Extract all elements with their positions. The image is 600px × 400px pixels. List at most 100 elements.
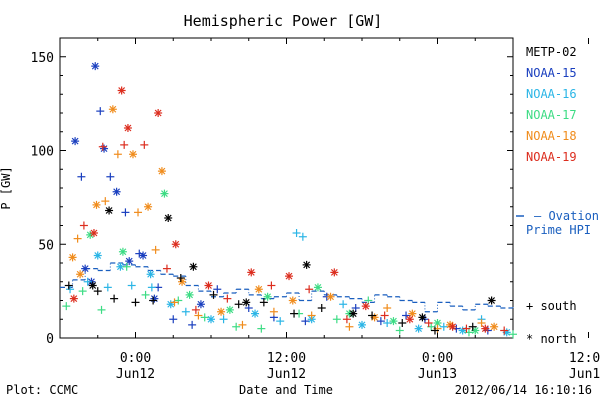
legend-north: * north: [526, 332, 577, 346]
x-tick-label-date: Jun13: [569, 367, 600, 382]
south-point: [188, 320, 197, 329]
south-point: [77, 172, 86, 181]
south-point: [376, 317, 385, 326]
north-point: [349, 309, 358, 318]
north-point: [118, 247, 127, 256]
south-point: [149, 296, 158, 305]
north-point: [302, 260, 311, 269]
north-point: [487, 296, 496, 305]
south-point: [307, 311, 316, 320]
south-point: [120, 140, 129, 149]
north-point: [178, 277, 187, 286]
legend-satellite-entry: NOAA-18: [526, 129, 577, 143]
south-point: [122, 262, 131, 271]
south-point: [259, 298, 268, 307]
north-point: [76, 270, 85, 279]
north-point: [481, 324, 490, 333]
north-point: [196, 300, 205, 309]
south-point: [257, 324, 266, 333]
north-point: [139, 251, 148, 260]
north-point: [361, 302, 370, 311]
y-tick-label: 150: [31, 51, 54, 66]
x-tick-label-time: 12:00: [267, 351, 306, 366]
y-axis: 0 50 100 150: [31, 51, 513, 347]
north-point: [108, 105, 117, 114]
south-point: [430, 326, 439, 335]
north-point: [81, 264, 90, 273]
x-axis-label: Date and Time: [239, 383, 333, 397]
legend-satellites: METP-02 NOAA-15 NOAA-16 NOAA-17 NOAA-18 NOAA-…: [526, 45, 577, 164]
north-point: [93, 251, 102, 260]
south-point: [93, 287, 102, 296]
legend-ovation-line1: – Ovation: [534, 209, 599, 223]
north-point: [146, 270, 155, 279]
north-point: [251, 309, 260, 318]
x-tick-label-date: Jun12: [267, 367, 306, 382]
y-tick-label: 50: [38, 238, 54, 253]
south-point: [169, 315, 178, 324]
south-point: [292, 229, 301, 237]
south-point: [135, 249, 144, 258]
north-point: [91, 62, 100, 71]
south-point: [234, 300, 243, 309]
south-point: [110, 294, 119, 303]
south-point: [276, 317, 285, 326]
south-point: [113, 150, 122, 159]
south-point: [398, 319, 407, 327]
south-point: [79, 221, 88, 230]
south-point: [121, 208, 130, 217]
north-point: [225, 305, 234, 314]
south-point: [98, 142, 107, 151]
south-point: [97, 305, 106, 314]
north-point: [185, 290, 194, 299]
north-point: [313, 283, 322, 292]
north-point: [160, 189, 169, 198]
x-tick-label-time: 0:00: [120, 351, 151, 366]
south-point: [368, 311, 377, 320]
south-point: [267, 281, 276, 290]
south-point: [170, 298, 179, 307]
north-point: [150, 294, 159, 303]
north-point: [125, 257, 134, 266]
north-point: [71, 137, 80, 146]
north-point: [490, 322, 499, 331]
south-point: [134, 208, 143, 217]
south-point: [64, 281, 73, 290]
north-point: [128, 150, 137, 159]
north-point: [164, 214, 173, 222]
north-point: [242, 298, 251, 307]
footer-timestamp: 2012/06/14 16:10:16: [455, 383, 592, 397]
north-point: [414, 324, 423, 333]
chart-title: Hemispheric Power [GW]: [184, 12, 383, 30]
south-point: [298, 232, 307, 241]
north-point: [166, 300, 175, 309]
north-point: [171, 240, 180, 249]
north-point: [326, 292, 335, 301]
south-point: [317, 304, 326, 312]
south-point: [73, 234, 82, 243]
north-point: [358, 320, 366, 329]
north-point: [89, 229, 98, 237]
north-point: [288, 296, 297, 305]
legend-satellite-entry: METP-02: [526, 45, 577, 59]
north-point: [458, 326, 467, 335]
south-point: [380, 311, 389, 320]
south-point: [200, 313, 209, 322]
south-point: [103, 283, 112, 292]
north-point: [247, 268, 256, 277]
south-point: [402, 311, 411, 320]
south-point: [305, 285, 314, 294]
south-point: [223, 294, 232, 303]
south-point: [269, 307, 278, 316]
south-point: [174, 296, 183, 305]
south-point: [96, 107, 105, 116]
north-point: [88, 281, 97, 290]
y-tick-label: 0: [46, 332, 54, 347]
south-point: [462, 324, 471, 333]
north-point: [100, 144, 109, 153]
x-tick-label-time: 0:00: [422, 351, 453, 366]
north-point: [154, 109, 163, 117]
north-point: [405, 315, 414, 324]
south-point: [477, 319, 486, 327]
south-point: [181, 307, 190, 316]
